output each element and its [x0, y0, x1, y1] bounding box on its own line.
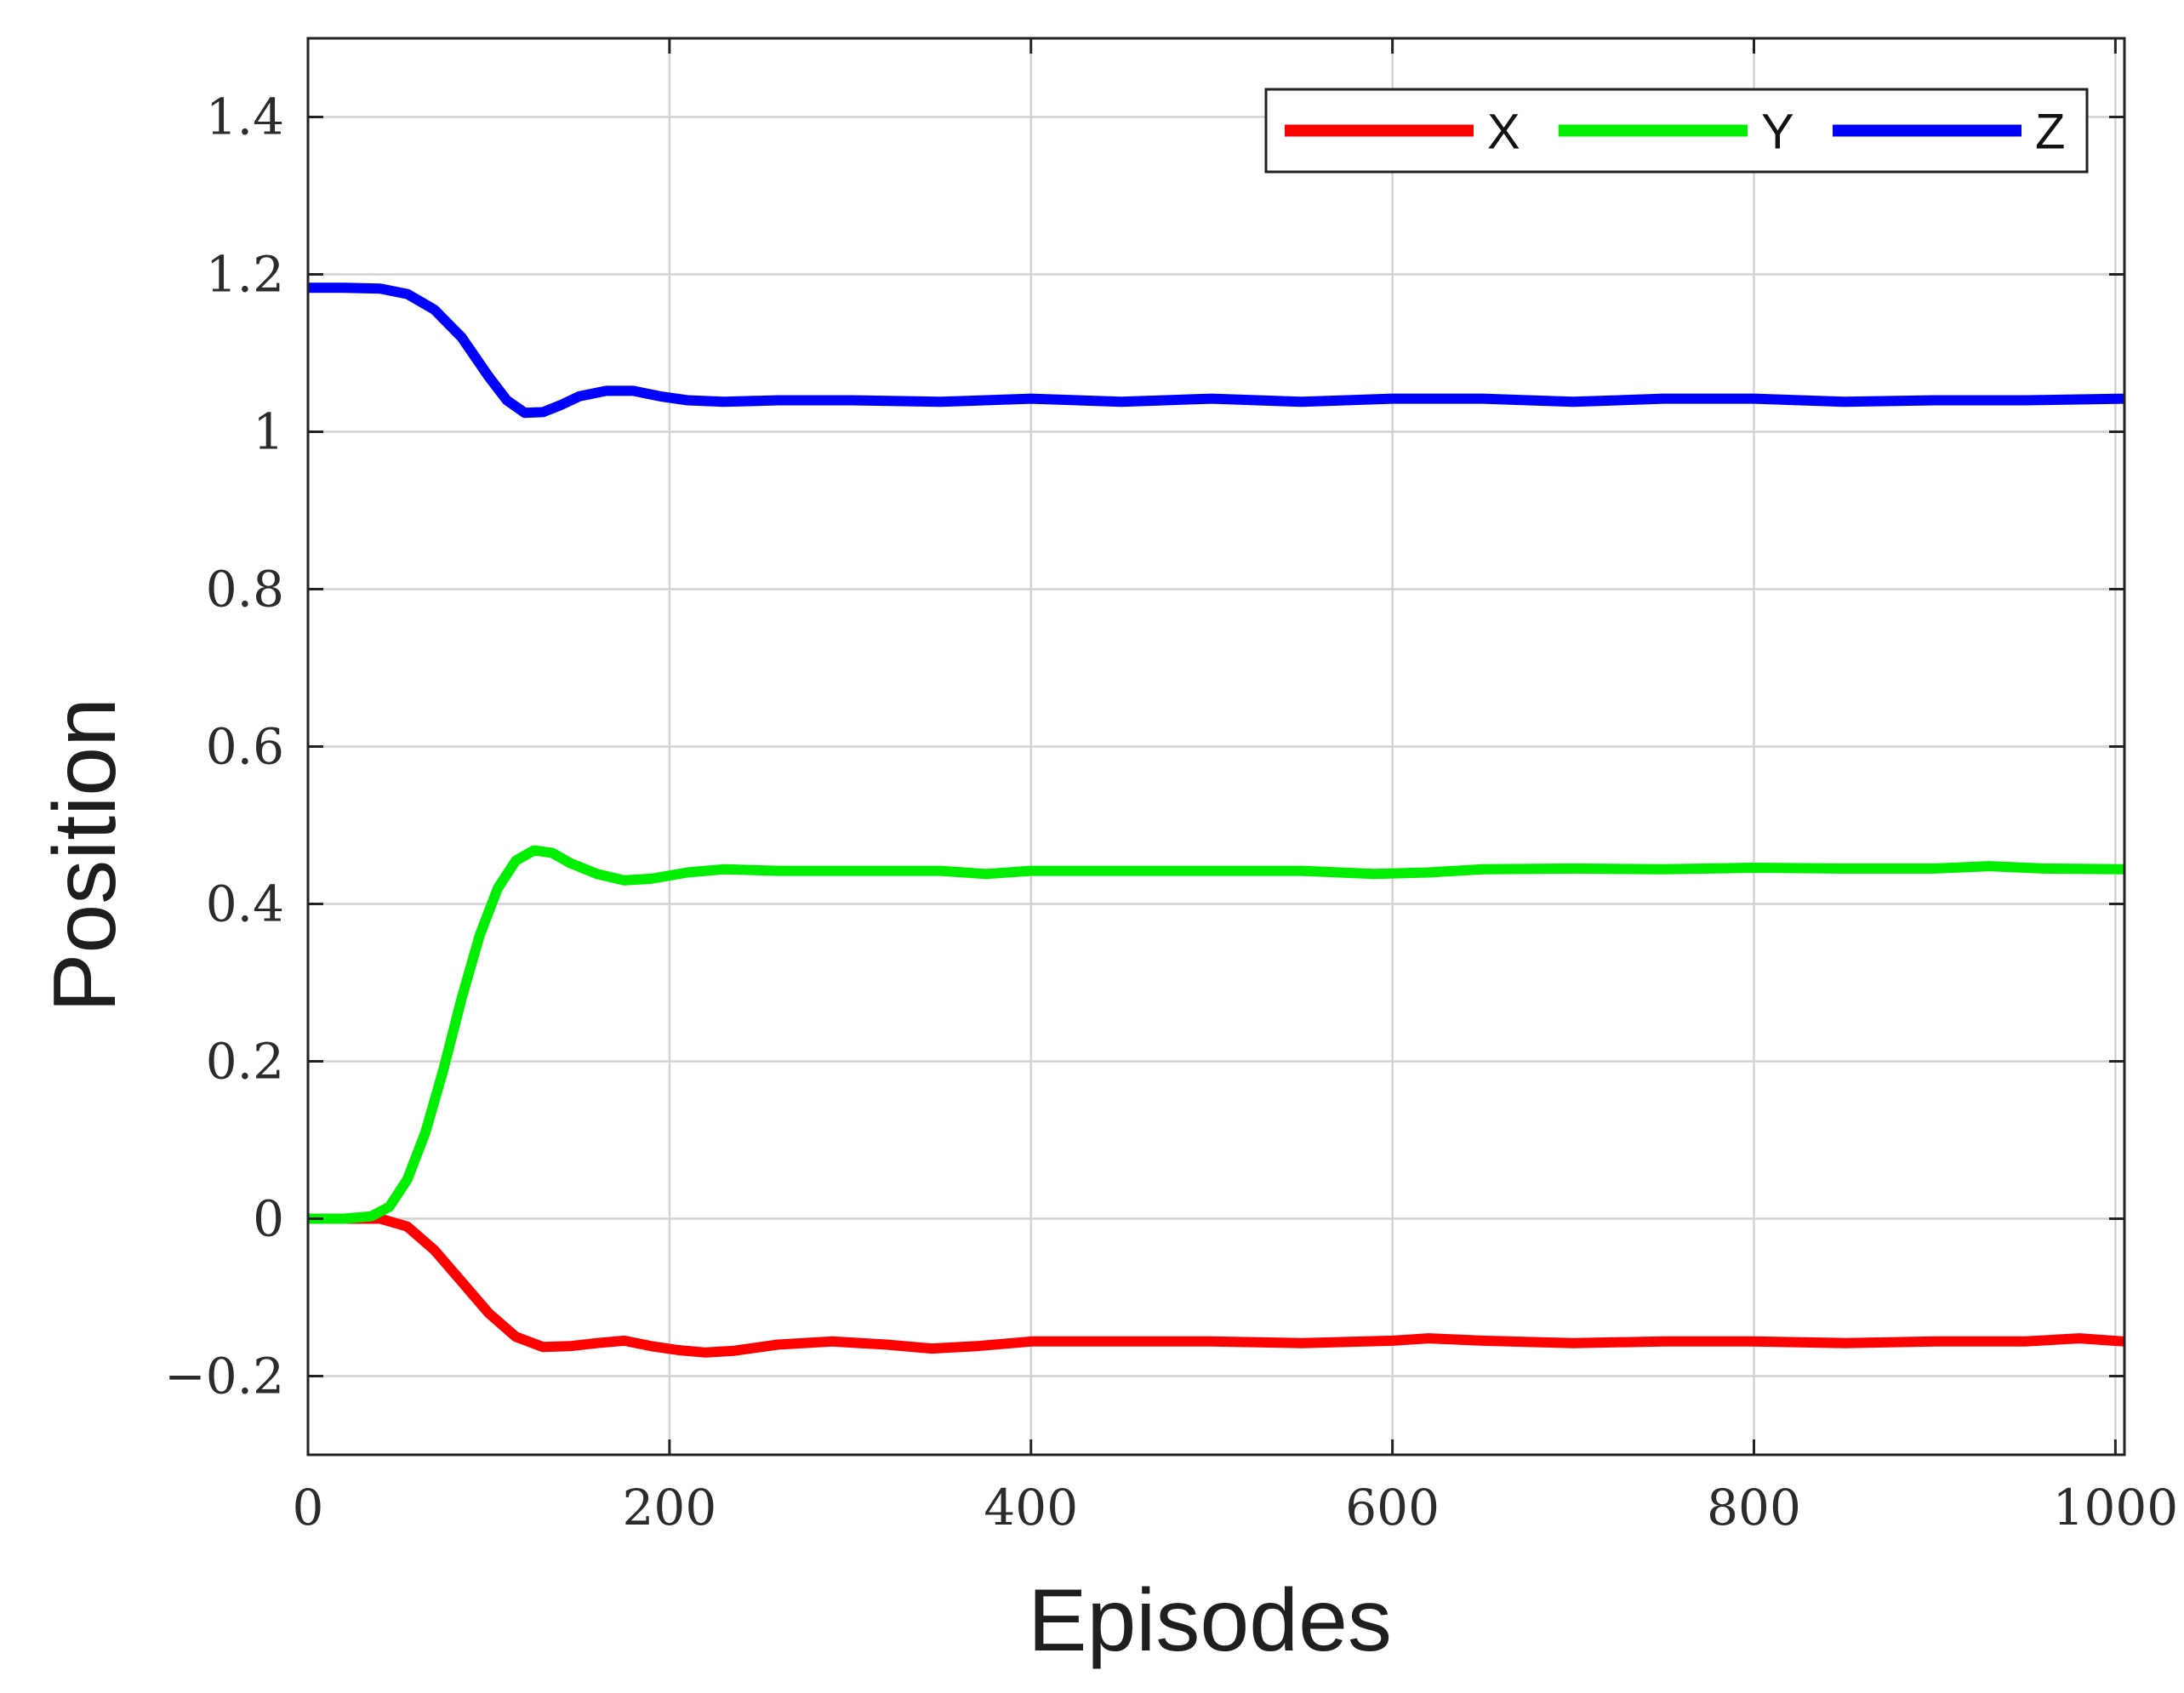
x-tick-label: 0 [293, 1479, 324, 1536]
x-tick-label: 800 [1707, 1479, 1801, 1536]
series-line-z [308, 282, 2125, 419]
y-tick-label: 0.2 [206, 1033, 284, 1091]
series-lines [308, 282, 2125, 1358]
x-tick-label: 400 [984, 1479, 1078, 1536]
y-tick-label: 0.8 [206, 561, 284, 618]
series-line-y [308, 845, 2125, 1224]
y-tick-label: −0.2 [164, 1348, 284, 1405]
y-tick-label: 0 [253, 1190, 284, 1248]
x-tick-label: 1000 [2053, 1479, 2179, 1536]
y-axis-ticks: −0.2 0 0.2 0.4 0.6 0.8 1 1.2 1.4 [164, 88, 2124, 1405]
y-axis-title: Position [36, 698, 134, 1012]
x-axis-ticks: 0 200 400 600 800 1000 [293, 38, 2179, 1536]
y-tick-label: 0.4 [206, 875, 284, 933]
x-tick-label: 200 [623, 1479, 717, 1536]
grid [308, 38, 2124, 1455]
y-tick-label: 1.4 [206, 88, 284, 146]
legend-label-y: Y [1761, 105, 1794, 160]
x-axis-title: Episodes [1028, 1571, 1392, 1670]
legend-label-z: Z [2035, 105, 2065, 160]
legend: X Y Z [1264, 88, 2089, 174]
y-tick-label: 1.2 [206, 246, 284, 304]
series-line-x [308, 1213, 2125, 1358]
y-tick-label: 0.6 [206, 718, 284, 776]
y-tick-label: 1 [253, 403, 284, 461]
x-tick-label: 600 [1345, 1479, 1440, 1536]
legend-label-x: X [1487, 105, 1520, 160]
